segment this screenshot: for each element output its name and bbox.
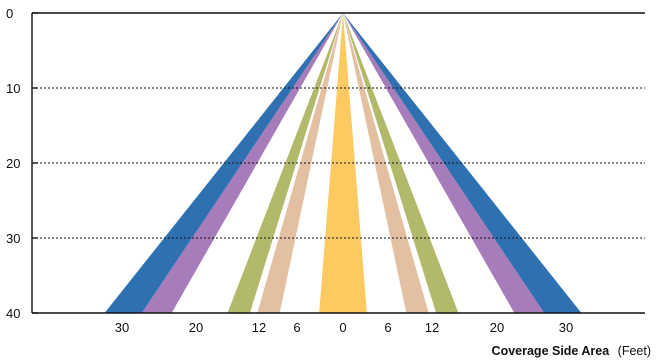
x-tick-label-right-12: 12 <box>425 320 439 335</box>
y-tick-label-10: 10 <box>6 81 20 96</box>
x-tick-label-right-6: 6 <box>384 320 391 335</box>
x-tick-label-center-0: 0 <box>339 320 346 335</box>
x-tick-label-right-20: 20 <box>490 320 504 335</box>
x-tick-label-left-20: 20 <box>189 320 203 335</box>
y-tick-label-40: 40 <box>6 306 20 321</box>
y-tick-label-30: 30 <box>6 231 20 246</box>
x-tick-label-left-12: 12 <box>252 320 266 335</box>
x-axis-title-bold: Coverage Side Area <box>492 344 611 358</box>
x-tick-label-left-6: 6 <box>293 320 300 335</box>
y-tick-label-20: 20 <box>6 156 20 171</box>
x-tick-label-left-30: 30 <box>115 320 129 335</box>
y-tick-label-0: 0 <box>6 6 13 21</box>
x-axis-title: Coverage Side Area (Feet) <box>492 342 651 359</box>
x-axis-title-unit: (Feet) <box>618 344 651 358</box>
x-tick-label-right-30: 30 <box>559 320 573 335</box>
beam-0-right <box>343 13 582 313</box>
y-tick-marks <box>32 12 38 314</box>
